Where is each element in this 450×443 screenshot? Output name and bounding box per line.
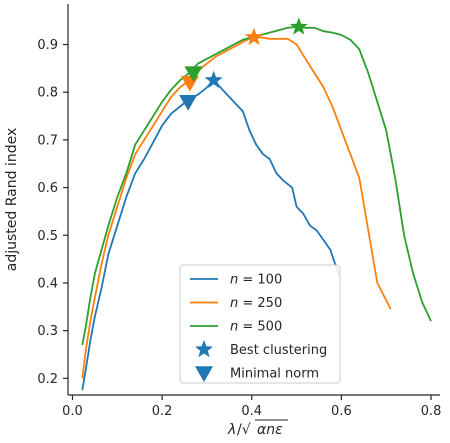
x-ticks: 0.0 0.2 0.4 0.6 0.8	[62, 395, 441, 419]
legend-entry-label: Best clustering	[230, 343, 327, 358]
y-tick-label: 0.5	[37, 229, 58, 244]
y-tick-label: 0.6	[37, 181, 58, 196]
y-tick-label: 0.8	[37, 86, 58, 101]
series-line-n-500	[81, 26, 432, 346]
x-tick-label: 0.2	[152, 404, 173, 419]
legend-star-icon	[195, 340, 213, 358]
series-line-n-250	[81, 36, 392, 379]
axes	[67, 4, 440, 396]
x-axis-label-lambda: λ	[227, 422, 236, 438]
x-axis-label: λ /√ αnε	[227, 419, 288, 438]
y-tick-label: 0.2	[37, 372, 58, 387]
markers	[179, 17, 308, 111]
x-tick-label: 0.6	[331, 404, 352, 419]
x-axis-label-slash: /√	[237, 422, 251, 438]
minimal-norm-triangle-marker	[179, 95, 198, 111]
x-tick-label: 0.4	[241, 404, 262, 419]
y-ticks: 0.2 0.3 0.4 0.5 0.6 0.7 0.8 0.9	[37, 38, 68, 387]
best-clustering-star-marker	[204, 70, 223, 88]
x-axis-label-radicand: αnε	[257, 422, 283, 438]
minimal-norm-triangle-marker	[184, 66, 203, 83]
legend-triangle-icon	[195, 366, 213, 382]
best-clustering-star-marker	[245, 27, 263, 46]
legend-entry-label: n = 100	[230, 273, 282, 288]
y-tick-label: 0.4	[37, 276, 58, 291]
x-tick-label: 0.0	[62, 404, 83, 419]
legend-entry-label: n = 500	[230, 320, 282, 335]
y-axis-label: adjusted Rand index	[4, 128, 20, 271]
y-tick-label: 0.9	[37, 38, 58, 53]
legend-frame	[179, 264, 341, 384]
legend-entry-label: n = 250	[230, 296, 282, 311]
legend-entry-label: Minimal norm	[230, 367, 319, 382]
best-clustering-star-marker	[289, 17, 308, 35]
legend: n = 100 n = 250 n = 500 Best clustering Mini…	[179, 264, 341, 384]
x-tick-label: 0.8	[421, 404, 442, 419]
y-tick-label: 0.7	[37, 133, 58, 148]
y-tick-label: 0.3	[37, 324, 58, 339]
